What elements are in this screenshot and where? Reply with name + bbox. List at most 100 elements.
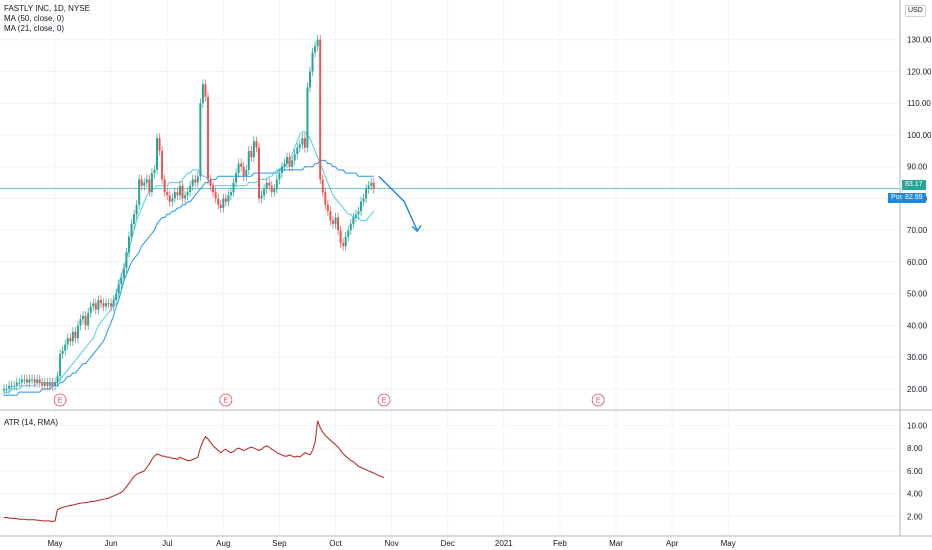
candle-body (56, 376, 59, 383)
earnings-badge-label: E (224, 398, 229, 405)
candle-body (71, 331, 74, 342)
candle-body (161, 150, 164, 180)
candle-body (298, 144, 301, 148)
candle-body (117, 284, 120, 294)
candle-body (105, 303, 107, 307)
price-tick-label: 20.00 (907, 385, 928, 394)
projection-arrow (378, 175, 418, 231)
candle-body (140, 179, 143, 186)
atr-tick-label: 6.00 (907, 467, 923, 476)
atr-tick-label: 4.00 (907, 490, 923, 499)
currency-label[interactable]: USD (905, 5, 926, 17)
candle-body (235, 173, 238, 183)
x-tick-label: Sep (272, 539, 287, 548)
price-tick-label: 90.00 (907, 163, 928, 172)
candle-body (130, 223, 133, 237)
x-tick-label: Jun (105, 539, 118, 548)
ma50-legend[interactable]: MA (50, close, 0) (4, 14, 65, 23)
candle-body (311, 52, 314, 72)
x-tick-label: Mar (609, 539, 623, 548)
candle-body (275, 179, 278, 189)
candle-body (10, 385, 13, 387)
projection-arrowhead (411, 224, 422, 233)
candle-body (367, 185, 370, 189)
candle-body (301, 138, 304, 145)
atr-path (4, 420, 385, 523)
candle-body (135, 204, 138, 215)
ma21-legend[interactable]: MA (21, close, 0) (4, 24, 65, 33)
candle-body (342, 242, 345, 247)
candle-body (201, 84, 204, 104)
candle-body (8, 385, 11, 389)
candle-body (293, 154, 296, 161)
earnings-badge (219, 393, 233, 407)
candle-body (127, 236, 130, 253)
candle-body (92, 303, 95, 307)
candle-body (31, 379, 34, 381)
price-tick-label: 40.00 (907, 321, 928, 330)
candle-body (273, 188, 276, 193)
candle-body (153, 169, 156, 174)
candle-body (324, 192, 327, 205)
x-tick-label: May (47, 539, 62, 548)
candle-body (321, 179, 324, 193)
candle-body (296, 147, 299, 155)
candle-body (331, 220, 334, 224)
candle-body (288, 157, 291, 167)
candle-body (156, 138, 158, 170)
candle-body (240, 163, 243, 167)
atr-legend[interactable]: ATR (14, RMA) (4, 418, 59, 427)
candle-body (245, 169, 248, 177)
price-tick-label: 120.00 (907, 67, 932, 76)
candle-body (263, 188, 266, 196)
post-label: Post (888, 193, 909, 203)
x-tick-label: Aug (216, 539, 230, 548)
candle-body (25, 379, 28, 383)
candle-body (120, 277, 123, 285)
candle-body (184, 195, 187, 199)
candle-body (357, 211, 360, 215)
x-tick-label: Dec (441, 539, 455, 548)
candle-body (265, 182, 268, 189)
candle-body (365, 188, 368, 199)
candle-body (23, 379, 26, 381)
candle-body (252, 141, 255, 158)
candle-body (242, 166, 245, 177)
candle-body (166, 192, 169, 196)
candle-body (102, 303, 105, 307)
candle-body (99, 300, 102, 304)
candle-body (18, 382, 21, 384)
price-tick-label: 60.00 (907, 258, 928, 267)
candle-body (214, 192, 217, 199)
candle-body (76, 325, 79, 339)
candle-body (41, 382, 44, 386)
candle-body (247, 150, 250, 170)
candle-body (66, 338, 69, 345)
candle-body (189, 185, 192, 193)
candle-body (186, 192, 189, 196)
candle-body (270, 185, 273, 193)
chart-grid (0, 0, 900, 536)
candle-body (43, 382, 46, 386)
atr-line (4, 420, 385, 523)
candle-body (15, 382, 18, 386)
x-tick-label: 2021 (495, 539, 513, 548)
candle-body (354, 214, 357, 218)
earnings-badge (591, 393, 605, 407)
candle-body (89, 306, 92, 313)
candle-body (69, 338, 72, 342)
candle-body (194, 179, 197, 183)
candle-body (145, 179, 148, 183)
candle-body (255, 141, 258, 148)
atr-tick-label: 8.00 (907, 444, 923, 453)
candle-body (94, 303, 97, 310)
symbol-title[interactable]: FASTLY INC, 1D, NYSE (4, 4, 90, 13)
x-tick-label: Jul (162, 539, 172, 548)
earnings-badge-label: E (382, 398, 387, 405)
x-tick-label: Feb (553, 539, 567, 548)
price-tick-label: 100.00 (907, 131, 932, 140)
price-tick-label: 130.00 (907, 36, 932, 45)
